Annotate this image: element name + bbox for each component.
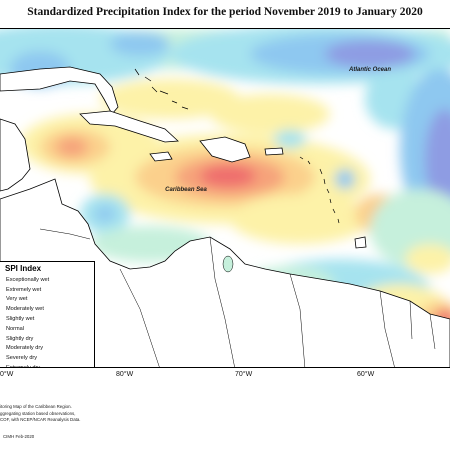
legend-item: Normal: [2, 324, 94, 334]
atlantic-ocean-label: Atlantic Ocean: [348, 67, 391, 73]
legend-item: Very wet: [2, 295, 94, 305]
legend-label: Moderately dry: [6, 345, 43, 352]
legend-label: Extremely dry: [6, 365, 40, 367]
land: [0, 66, 450, 367]
map-area: Atlantic Ocean Caribbean Sea SPI Index E…: [0, 28, 450, 368]
footer-line: itoring Map of the Caribbean Region.: [0, 404, 72, 409]
jamaica: [149, 151, 173, 162]
legend-label: Moderately wet: [6, 306, 44, 313]
hispaniola: [199, 136, 251, 163]
legend-label: Severely dry: [6, 355, 38, 362]
legend-label: Normal: [6, 325, 25, 332]
legend-item: Severely dry: [2, 353, 94, 363]
lon-tick-80w: 80°W: [116, 371, 134, 378]
borders: [39, 228, 436, 367]
caribbean-sea-label: Caribbean Sea: [165, 187, 207, 193]
puerto-rico: [264, 147, 284, 156]
mexico-coast: [0, 118, 31, 192]
legend-item: Moderately dry: [2, 344, 94, 354]
legend-items: Exceptionally wet Extremely wet Very wet Mo…: [2, 275, 94, 367]
map-title: Standardized Precipitation Index for the…: [27, 6, 423, 18]
lake-maracaibo: [222, 255, 234, 273]
small-islands: [134, 68, 340, 224]
lon-tick-90w: 0°W: [0, 371, 14, 378]
legend-label: Very wet: [6, 296, 28, 303]
legend-label: Slightly dry: [6, 335, 34, 342]
footer-line: COF, with NCEP/NCAR Reanalysis Data.: [0, 417, 81, 423]
lon-tick-70w: 70°W: [235, 371, 253, 378]
spi-legend: SPI Index Exceptionally wet Extremely wet…: [0, 261, 95, 367]
footer-line: ggregating station based observations,: [0, 410, 76, 416]
cuba: [79, 110, 179, 143]
legend-item: Extremely wet: [2, 285, 94, 295]
legend-item: Extremely dry: [2, 363, 94, 367]
legend-title: SPI Index: [5, 264, 42, 273]
lon-tick-60w: 60°W: [357, 371, 375, 378]
footer-notes: itoring Map of the Caribbean Region. ggr…: [0, 404, 140, 424]
legend-item: Slightly dry: [2, 334, 94, 344]
legend-label: Slightly wet: [6, 316, 35, 323]
credit: CIMH Feb-2020: [3, 434, 35, 439]
legend-item: Exceptionally wet: [2, 275, 94, 285]
legend-label: Exceptionally wet: [6, 276, 50, 283]
legend-item: Slightly wet: [2, 314, 94, 324]
trinidad: [354, 236, 367, 249]
legend-label: Extremely wet: [6, 286, 42, 293]
spi-map: Atlantic Ocean Caribbean Sea: [0, 29, 450, 367]
legend-item: Moderately wet: [2, 304, 94, 314]
spi-shading: [0, 29, 450, 354]
